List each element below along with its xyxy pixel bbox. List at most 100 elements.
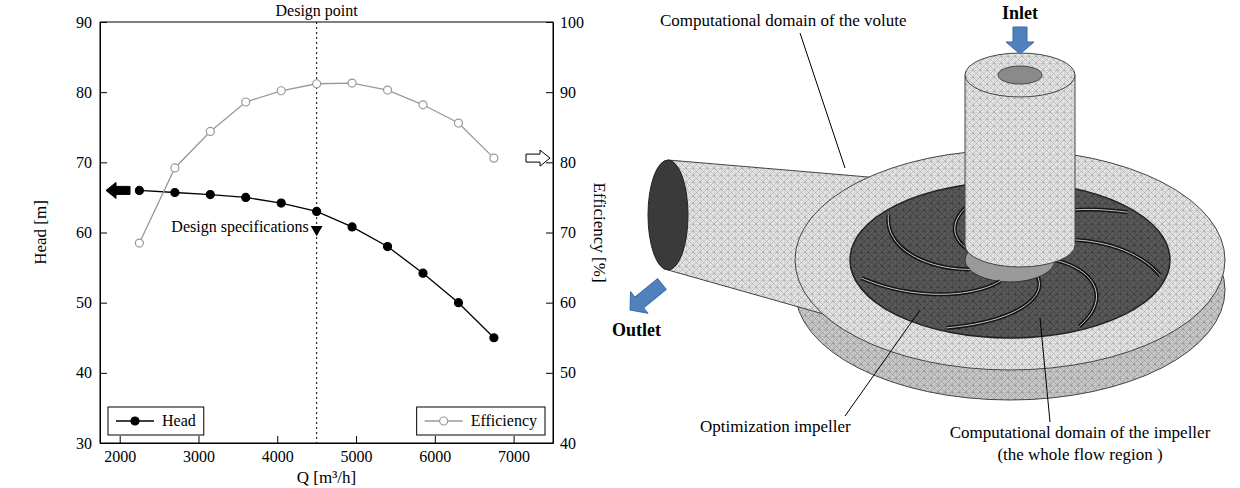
series-point	[242, 98, 250, 106]
outlet-arrow	[630, 279, 666, 314]
x-tick-label: 2000	[104, 448, 136, 465]
x-axis: 200030004000500060007000	[101, 436, 554, 465]
series-line	[139, 190, 494, 337]
series-point	[242, 193, 250, 201]
diagram-label: Outlet	[612, 320, 661, 340]
series-point	[313, 80, 321, 88]
series-line	[139, 83, 494, 243]
y-axis: 30405060708090	[76, 14, 107, 452]
y2-tick: 80	[546, 154, 576, 171]
leader-line	[845, 310, 920, 416]
series-point	[490, 334, 498, 342]
x-tick-mark	[277, 436, 278, 443]
y2-axis-title: Efficiency [%]	[590, 182, 609, 282]
legend-box	[417, 407, 545, 435]
leader-line	[1040, 318, 1050, 422]
y2-tick-label: 90	[560, 84, 576, 101]
axis-arrow	[526, 150, 550, 166]
y-tick-mark	[100, 233, 107, 234]
diagram-label: Optimization impeller	[700, 417, 851, 436]
series-point	[384, 243, 392, 251]
series-point	[277, 199, 285, 207]
inlet-arrow	[1006, 27, 1034, 54]
annotation-label: Design point	[276, 2, 359, 20]
y2-tick-label: 50	[560, 364, 576, 381]
legend-marker	[131, 417, 139, 425]
y2-tick-mark	[546, 92, 553, 93]
series-point	[419, 101, 427, 109]
inlet-hole	[998, 66, 1042, 84]
inlet-body	[965, 75, 1075, 245]
diagram-label: Inlet	[1002, 3, 1038, 23]
impeller-blade	[1055, 260, 1097, 326]
x-tick-label: 3000	[183, 448, 215, 465]
x-tick-mark	[435, 436, 436, 443]
series-point	[348, 79, 356, 87]
series-point	[454, 119, 462, 127]
y2-axis: 40 50 60 70 80 90 100	[546, 14, 584, 452]
x-tick-mark	[120, 436, 121, 443]
y-tick-label: 90	[76, 14, 92, 31]
legend-marker	[440, 417, 448, 425]
y-tick-mark	[100, 373, 107, 374]
y-tick-mark	[100, 443, 107, 444]
y-axis-title: Head [m]	[31, 200, 50, 265]
y-tick: 90	[76, 14, 107, 31]
y-tick-label: 50	[76, 294, 92, 311]
series-point	[348, 223, 356, 231]
x-tick-label: 7000	[498, 448, 530, 465]
y2-tick-label: 80	[560, 154, 576, 171]
y-tick: 30	[76, 435, 107, 452]
diagram-label: (the whole flow region )	[997, 445, 1162, 464]
series-point	[171, 164, 179, 172]
x-tick-mark	[514, 436, 515, 443]
y2-tick-mark	[546, 162, 553, 163]
y-tick-label: 30	[76, 435, 92, 452]
diagram-label: Computational domain of the impeller	[950, 423, 1211, 442]
y-tick-label: 40	[76, 364, 92, 381]
y2-tick: 40	[546, 435, 576, 452]
y2-tick-mark	[546, 303, 553, 304]
series-point	[454, 299, 462, 307]
series-point	[277, 87, 285, 95]
y2-tick-mark	[546, 373, 553, 374]
design-spec-marker	[311, 226, 323, 236]
impeller-blade-edge	[1055, 260, 1097, 326]
y-tick-mark	[100, 92, 107, 93]
y-tick-label: 70	[76, 154, 92, 171]
axis-line	[553, 23, 554, 444]
y2-tick-label: 70	[560, 224, 576, 241]
pump-diagram: Computational domain of the volute Inlet O…	[612, 3, 1225, 464]
axis-line	[101, 443, 554, 444]
x-tick: 3000	[183, 436, 215, 465]
inlet-edge	[965, 75, 966, 245]
x-tick-mark	[198, 436, 199, 443]
y2-tick: 50	[546, 364, 576, 381]
series-point	[490, 154, 498, 162]
legend: Efficiency	[417, 407, 545, 435]
series-point	[171, 189, 179, 197]
diagram-label: Computational domain of the volute	[660, 11, 906, 30]
series-point	[206, 127, 214, 135]
y-tick-mark	[100, 162, 107, 163]
series-point	[135, 186, 143, 194]
y2-tick-mark	[546, 233, 553, 234]
legend: Head	[108, 407, 204, 435]
y2-tick: 60	[546, 294, 576, 311]
x-axis-title: Q [m³/h]	[297, 468, 356, 487]
y2-tick: 100	[546, 14, 584, 31]
legend-box	[108, 407, 204, 435]
y-tick: 70	[76, 154, 107, 171]
x-tick: 2000	[104, 436, 136, 465]
y-tick: 50	[76, 294, 107, 311]
series-point	[384, 86, 392, 94]
impeller-blade	[862, 278, 1000, 294]
x-tick-label: 6000	[419, 448, 451, 465]
y-tick-mark	[100, 22, 107, 23]
x-tick-label: 5000	[341, 448, 373, 465]
page: 2000300040005000600070003040506070809040…	[0, 0, 1240, 488]
impeller-blade-edge	[862, 278, 1000, 294]
axis-arrow	[106, 182, 130, 198]
outlet-face	[648, 160, 688, 270]
plot-frame	[100, 22, 553, 443]
